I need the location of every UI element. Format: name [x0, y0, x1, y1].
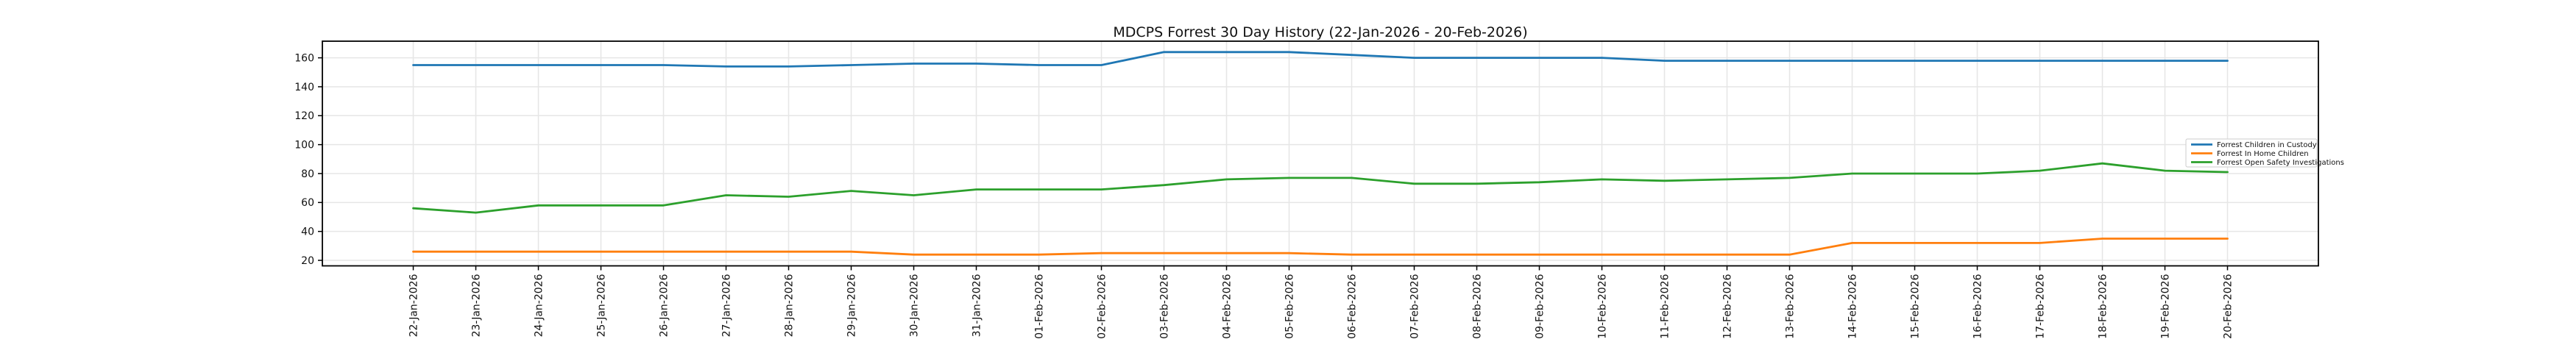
- x-tick-label-group: 22-Jan-2026: [408, 274, 420, 337]
- x-tick-label-group: 30-Jan-2026: [908, 274, 920, 337]
- y-tick-label: 60: [301, 197, 314, 209]
- x-tick-label-group: 28-Jan-2026: [783, 274, 795, 337]
- x-tick-label: 08-Feb-2026: [1471, 274, 1483, 338]
- chart-title: MDCPS Forrest 30 Day History (22-Jan-202…: [1113, 24, 1528, 40]
- x-tick-label-group: 14-Feb-2026: [1847, 274, 1858, 338]
- x-tick-label: 09-Feb-2026: [1534, 274, 1546, 338]
- x-tick-label-group: 29-Jan-2026: [846, 274, 857, 337]
- x-tick-label: 20-Feb-2026: [2222, 274, 2234, 338]
- legend-item: Forrest Children in Custody: [2191, 141, 2317, 149]
- x-tick-label-group: 02-Feb-2026: [1096, 274, 1108, 338]
- x-tick-label-group: 09-Feb-2026: [1534, 274, 1546, 338]
- x-tick-label: 14-Feb-2026: [1847, 274, 1858, 338]
- x-tick-label: 22-Jan-2026: [408, 274, 420, 337]
- y-tick-label: 120: [294, 110, 314, 122]
- x-tick-label: 30-Jan-2026: [908, 274, 920, 337]
- x-tick-label-group: 15-Feb-2026: [1909, 274, 1921, 338]
- x-tick-label: 06-Feb-2026: [1346, 274, 1358, 338]
- legend-box: [2185, 138, 2318, 168]
- y-axis-labels: 20 40 60 80 100 120 140 160: [294, 52, 314, 266]
- series-line-forrest-open-safety-investigations: [412, 162, 2229, 214]
- x-tick-label-group: 18-Feb-2026: [2097, 274, 2109, 338]
- x-tick-label: 15-Feb-2026: [1909, 274, 1921, 338]
- series-line-forrest-in-home-children: [412, 238, 2229, 256]
- x-tick-label-group: 12-Feb-2026: [1722, 274, 1733, 338]
- x-tick-label-group: 24-Jan-2026: [533, 274, 545, 337]
- x-tick-label: 10-Feb-2026: [1596, 274, 1608, 338]
- tick-marks: [318, 57, 2229, 271]
- x-tick-label: 11-Feb-2026: [1659, 274, 1671, 338]
- x-tick-label-group: 31-Jan-2026: [971, 274, 983, 337]
- legend-item: Forrest In Home Children: [2191, 150, 2309, 158]
- y-tick-label: 100: [294, 139, 314, 151]
- x-tick-label-group: 17-Feb-2026: [2034, 274, 2046, 338]
- x-tick-label: 12-Feb-2026: [1722, 274, 1733, 338]
- y-tick-label: 140: [294, 82, 314, 93]
- legend-label: Forrest In Home Children: [2217, 150, 2309, 158]
- x-tick-label-group: 06-Feb-2026: [1346, 274, 1358, 338]
- x-tick-label-group: 25-Jan-2026: [595, 274, 607, 337]
- x-tick-label-group: 11-Feb-2026: [1659, 274, 1671, 338]
- x-tick-label: 23-Jan-2026: [470, 274, 482, 337]
- x-tick-label-group: 01-Feb-2026: [1033, 274, 1045, 338]
- x-tick-label: 01-Feb-2026: [1033, 274, 1045, 338]
- x-tick-label: 19-Feb-2026: [2159, 274, 2171, 338]
- x-tick-label-group: 07-Feb-2026: [1409, 274, 1420, 338]
- x-tick-label: 29-Jan-2026: [846, 274, 857, 337]
- x-axis-labels: 22-Jan-2026 23-Jan-2026 24-Jan-2026 25-Jan-…: [408, 274, 2234, 338]
- plot-frame: [322, 40, 2319, 267]
- x-tick-label: 05-Feb-2026: [1284, 274, 1295, 338]
- x-tick-label: 07-Feb-2026: [1409, 274, 1420, 338]
- x-tick-label: 04-Feb-2026: [1221, 274, 1233, 338]
- x-tick-label-group: 04-Feb-2026: [1221, 274, 1233, 338]
- x-tick-label-group: 20-Feb-2026: [2222, 274, 2234, 338]
- y-tick-label: 40: [301, 226, 314, 238]
- x-tick-label: 24-Jan-2026: [533, 274, 545, 337]
- x-tick-label: 27-Jan-2026: [721, 274, 732, 337]
- legend-label: Forrest Open Safety Investigations: [2217, 159, 2344, 167]
- x-tick-label-group: 16-Feb-2026: [1972, 274, 1984, 338]
- x-tick-label: 03-Feb-2026: [1158, 274, 1170, 338]
- x-tick-label: 02-Feb-2026: [1096, 274, 1108, 338]
- x-tick-label-group: 05-Feb-2026: [1284, 274, 1295, 338]
- x-tick-label: 16-Feb-2026: [1972, 274, 1984, 338]
- legend-item: Forrest Open Safety Investigations: [2191, 159, 2344, 167]
- series-line-forrest-children-in-custody: [412, 51, 2229, 68]
- x-tick-label-group: 08-Feb-2026: [1471, 274, 1483, 338]
- y-tick-label: 80: [301, 168, 314, 180]
- y-tick-label: 20: [301, 255, 314, 267]
- x-tick-label: 17-Feb-2026: [2034, 274, 2046, 338]
- x-tick-label-group: 26-Jan-2026: [658, 274, 670, 337]
- x-tick-label: 28-Jan-2026: [783, 274, 795, 337]
- x-tick-label: 31-Jan-2026: [971, 274, 983, 337]
- x-tick-label-group: 27-Jan-2026: [721, 274, 732, 337]
- x-tick-label: 25-Jan-2026: [595, 274, 607, 337]
- x-tick-label-group: 03-Feb-2026: [1158, 274, 1170, 338]
- x-tick-label: 26-Jan-2026: [658, 274, 670, 337]
- x-tick-label: 13-Feb-2026: [1784, 274, 1796, 338]
- y-tick-label: 160: [294, 52, 314, 64]
- x-tick-label-group: 19-Feb-2026: [2159, 274, 2171, 338]
- x-tick-label: 18-Feb-2026: [2097, 274, 2109, 338]
- gridlines: [322, 41, 2318, 266]
- x-tick-label-group: 13-Feb-2026: [1784, 274, 1796, 338]
- x-tick-label-group: 10-Feb-2026: [1596, 274, 1608, 338]
- legend-label: Forrest Children in Custody: [2217, 141, 2317, 149]
- x-tick-label-group: 23-Jan-2026: [470, 274, 482, 337]
